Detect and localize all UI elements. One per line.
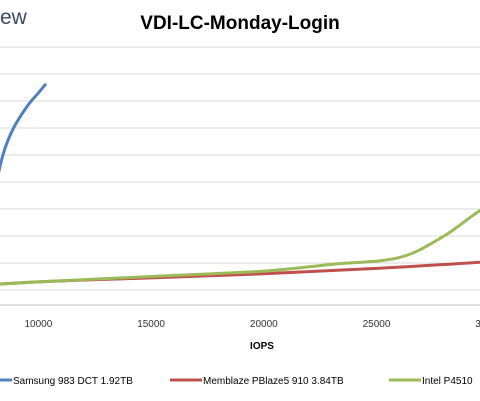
- chart-title: VDI-LC-Monday-Login: [140, 13, 340, 34]
- x-tick-label: 10000: [24, 319, 52, 330]
- legend-label: Intel P4510: [422, 376, 473, 387]
- x-tick-labels: 10000150002000025000300003500040000: [24, 319, 480, 330]
- x-tick-label: 20000: [250, 319, 278, 330]
- x-axis-title: IOPS: [250, 341, 274, 352]
- series-line: [0, 208, 480, 286]
- x-tick-label: 30000: [475, 319, 480, 330]
- legend: Samsung 983 DCT 1.92TB Memblaze PBlaze5 9…: [0, 376, 473, 387]
- x-tick-label: 15000: [137, 319, 165, 330]
- series-lines: [0, 83, 480, 286]
- logo-text-fragment: ew: [0, 6, 27, 29]
- legend-label: Samsung 983 DCT 1.92TB: [13, 376, 133, 387]
- x-tick-label: 25000: [363, 319, 391, 330]
- series-line: [0, 83, 47, 174]
- gridlines: [0, 46, 480, 291]
- legend-label: Memblaze PBlaze5 910 3.84TB: [203, 376, 344, 387]
